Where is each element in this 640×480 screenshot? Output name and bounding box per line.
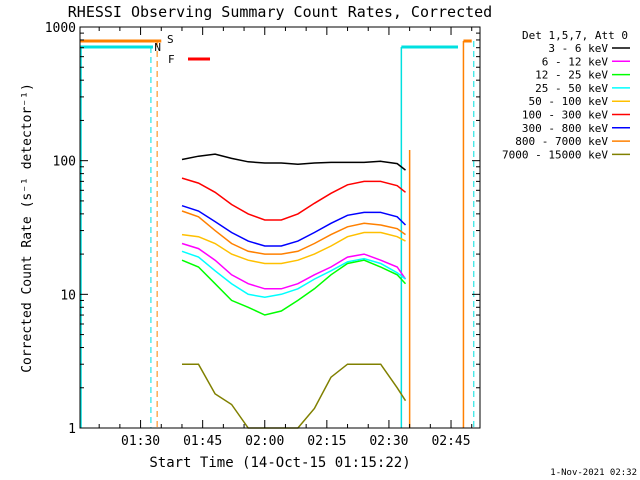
- y-tick-label: 1000: [45, 21, 76, 36]
- legend-label: 100 - 300 keV: [522, 109, 608, 122]
- y-tick-label: 100: [53, 155, 76, 170]
- y-axis-label: Corrected Count Rate (s⁻¹ detector⁻¹): [20, 83, 35, 373]
- x-tick-label: 02:30: [369, 434, 408, 449]
- series-line-8: [181, 210, 406, 255]
- series-line-4: [181, 250, 406, 299]
- flag-overlays: SNF: [80, 33, 475, 428]
- x-tick-label: 02:00: [245, 434, 284, 449]
- legend-label: 3 - 6 keV: [548, 42, 608, 55]
- flare-flag-label: F: [168, 53, 175, 66]
- y-tick-label: 1: [68, 422, 76, 437]
- timestamp: 1-Nov-2021 02:32: [550, 468, 637, 478]
- legend-label: 12 - 25 keV: [535, 69, 608, 82]
- plot-frame: [79, 26, 481, 429]
- legend-label: 50 - 100 keV: [529, 95, 609, 108]
- legend-title: Det 1,5,7, Att 0: [522, 29, 628, 42]
- legend-label: 300 - 800 keV: [522, 122, 608, 135]
- legend-label: 7000 - 15000 keV: [502, 148, 608, 161]
- night-flag-label: N: [154, 41, 161, 54]
- legend-label: 800 - 7000 keV: [515, 135, 608, 148]
- chart-title: RHESSI Observing Summary Count Rates, Co…: [68, 3, 492, 21]
- legend-label: 25 - 50 keV: [535, 82, 608, 95]
- series-line-9: [182, 363, 407, 429]
- x-axis-label: Start Time (14-Oct-15 01:15:22): [149, 455, 410, 471]
- x-tick-label: 02:45: [431, 434, 470, 449]
- x-tick-label: 01:30: [121, 434, 160, 449]
- x-tick-label: 01:45: [183, 434, 222, 449]
- series-line-3: [181, 259, 407, 316]
- x-tick-label: 02:15: [307, 434, 346, 449]
- series-line-1: [181, 153, 406, 171]
- series-group: [181, 153, 407, 429]
- series-line-2: [181, 242, 407, 290]
- series-line-6: [181, 177, 406, 221]
- legend-label: 6 - 12 keV: [542, 55, 609, 68]
- series-line-7: [181, 204, 407, 247]
- saa-flag-label: S: [167, 33, 174, 46]
- axes: 01:30 01:45 02:00 02:15 02:30 02:45 1 10 100 1000: [45, 21, 481, 449]
- y-tick-label: 10: [60, 288, 76, 303]
- series-line-5: [181, 231, 406, 265]
